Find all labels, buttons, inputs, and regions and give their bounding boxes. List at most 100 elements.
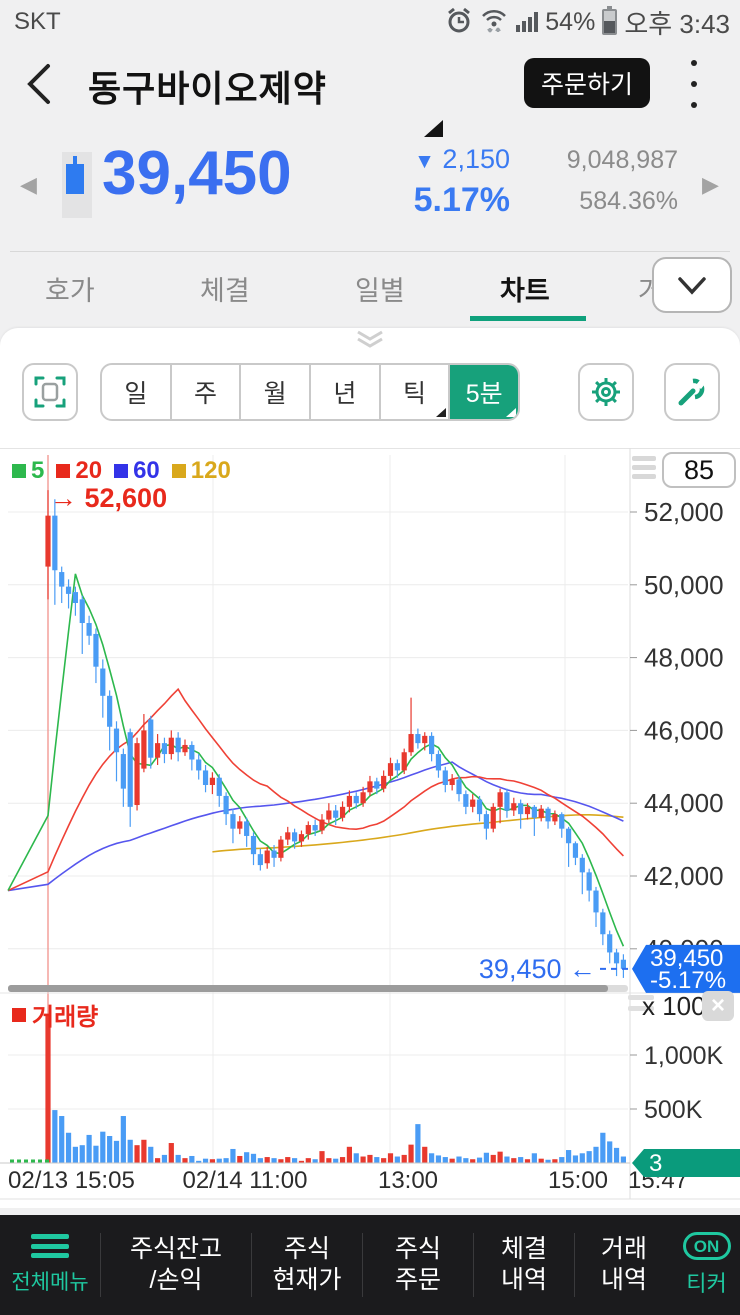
battery-percent: 54%	[545, 7, 596, 36]
bottom-nav: 전체메뉴 주식잔고/손익 주식 현재가 주식 주문 체결 내역 거래 내역 ON 티커	[0, 1215, 740, 1315]
alarm-icon	[446, 6, 472, 39]
svg-text:46,000: 46,000	[644, 715, 724, 745]
volume-legend: 거래량	[12, 997, 98, 1032]
time-axis-labels: 02/13 15:05 02/14 11:00 13:00 15:00 15:47	[8, 1167, 688, 1194]
svg-text:39,450: 39,450	[650, 945, 723, 972]
chart-scrollbar-thumb[interactable]	[8, 985, 608, 992]
current-price-inline-label: 39,450 ←	[479, 954, 596, 984]
volume-block: 9,048,987 584.36%	[500, 146, 678, 216]
tab-chart[interactable]: 차트	[500, 276, 550, 306]
period-week[interactable]: 주	[172, 365, 242, 419]
order-button[interactable]: 주문하기	[524, 58, 650, 108]
header: 동구바이오제약 주문하기	[0, 42, 740, 137]
svg-text:02/13 15:05: 02/13 15:05	[8, 1167, 135, 1194]
candles	[45, 490, 626, 978]
ma60-swatch	[114, 464, 129, 478]
menu-hamburger-icon	[31, 1234, 69, 1258]
ma20-swatch	[56, 464, 71, 478]
volume-swatch	[12, 1007, 26, 1022]
axis-menu-icon[interactable]	[632, 456, 656, 479]
change-pct: 5.17%	[413, 181, 510, 219]
price-summary: ◀ ▶ 39,450 ▼ 2,150 5.17% 9,048,987 584.3…	[0, 128, 740, 252]
svg-text:44,000: 44,000	[644, 788, 724, 818]
tools-wrench-button[interactable]	[664, 363, 720, 421]
period-year[interactable]: 년	[311, 365, 381, 419]
ma120-label: 120	[190, 457, 231, 484]
fullscreen-button[interactable]	[22, 363, 78, 421]
tab-expand-button[interactable]	[652, 257, 732, 313]
settings-gear-button[interactable]	[578, 363, 634, 421]
prev-stock-arrow[interactable]: ◀	[20, 172, 37, 197]
svg-text:42,000: 42,000	[644, 861, 724, 891]
period-month[interactable]: 월	[241, 365, 312, 419]
nav-ticker[interactable]: ON 티커	[673, 1215, 740, 1315]
status-bar: SKT 54% 오후 3:43	[0, 0, 740, 42]
price-axis-labels: 52,00050,00048,00046,00044,00042,00040,0…	[630, 497, 724, 1124]
svg-text:15:00: 15:00	[548, 1167, 608, 1194]
back-button[interactable]	[14, 56, 66, 112]
chart-toolbar: 일 주 월 년 틱 5분	[0, 358, 740, 428]
svg-text:50,000: 50,000	[644, 570, 724, 600]
stock-selector-triangle-icon[interactable]	[424, 120, 443, 137]
bar-count-box[interactable]: 85	[662, 452, 736, 488]
change-abs: 2,150	[442, 144, 510, 174]
carrier-label: SKT	[14, 8, 61, 35]
ma120-swatch	[171, 464, 186, 478]
ma5-swatch	[12, 464, 26, 478]
down-triangle-icon: ▼	[414, 150, 435, 173]
ma-legend: 5 20 60 120	[12, 457, 231, 485]
volume-rate: 584.36%	[579, 187, 678, 215]
svg-text:52,000: 52,000	[644, 497, 724, 527]
ma5-label: 5	[31, 457, 45, 484]
ma60-label: 60	[133, 457, 160, 484]
tab-hoga[interactable]: 호가	[45, 276, 95, 306]
period-segmented-control: 일 주 월 년 틱 5분	[100, 363, 520, 421]
stock-title[interactable]: 동구바이오제약	[88, 68, 327, 109]
volume-legend-label: 거래량	[32, 1004, 99, 1031]
active-tab-underline	[470, 316, 586, 321]
nav-current-price[interactable]: 주식 현재가	[272, 1235, 342, 1294]
status-icons: 54% 오후 3:43	[446, 5, 730, 39]
nav-stock-order[interactable]: 주식 주문	[394, 1235, 441, 1294]
collapse-chevrons-icon[interactable]	[352, 330, 388, 353]
nav-execution-history[interactable]: 체결 내역	[500, 1235, 547, 1294]
svg-text:500K: 500K	[644, 1096, 703, 1124]
svg-text:48,000: 48,000	[644, 643, 724, 673]
current-price: 39,450	[102, 139, 292, 208]
ticker-on-pill: ON	[682, 1232, 731, 1260]
svg-text:02/14 11:00: 02/14 11:00	[182, 1167, 307, 1194]
change-block: ▼ 2,150 5.17%	[330, 144, 510, 220]
current-price-badge: 39,450-5.17%	[632, 944, 740, 994]
status-time: 오후 3:43	[624, 8, 730, 39]
svg-text:-5.17%: -5.17%	[650, 967, 726, 994]
price-volume-chart[interactable]: 39,450 ← 52,000 50,000 48,000 46,000 44,000 42…	[0, 448, 740, 1200]
more-menu-icon[interactable]	[690, 60, 698, 108]
signal-icon	[516, 12, 539, 32]
svg-text:1,000K: 1,000K	[644, 1042, 724, 1070]
volume-menu-icon[interactable]	[628, 995, 654, 1011]
battery-icon	[602, 6, 618, 35]
volume-close-button[interactable]: ×	[702, 991, 734, 1021]
ma-lines	[7, 573, 625, 947]
tab-bar: 호가 체결 일별 차트 거	[0, 255, 740, 328]
nav-balance[interactable]: 주식잔고/손익	[129, 1235, 222, 1294]
candle-icon	[62, 152, 92, 218]
session-high-marker: → 52,600	[50, 483, 168, 513]
volume-bars	[45, 1015, 626, 1163]
next-stock-arrow[interactable]: ▶	[702, 172, 719, 197]
period-tick[interactable]: 틱	[381, 365, 451, 419]
divider	[10, 251, 730, 252]
nav-all-menu[interactable]: 전체메뉴	[0, 1215, 100, 1315]
svg-text:13:00: 13:00	[378, 1167, 438, 1194]
period-day[interactable]: 일	[102, 365, 172, 419]
period-5min[interactable]: 5분	[450, 365, 518, 419]
tab-ilbyeol[interactable]: 일별	[355, 276, 405, 306]
nav-trade-history[interactable]: 거래 내역	[600, 1235, 647, 1294]
session-tag: 3	[632, 1149, 740, 1177]
tab-chegyeol[interactable]: 체결	[200, 276, 250, 306]
svg-text:3: 3	[649, 1150, 662, 1177]
ma20-label: 20	[75, 457, 103, 484]
wifi-icon	[479, 6, 509, 39]
volume-shares: 9,048,987	[566, 146, 678, 174]
